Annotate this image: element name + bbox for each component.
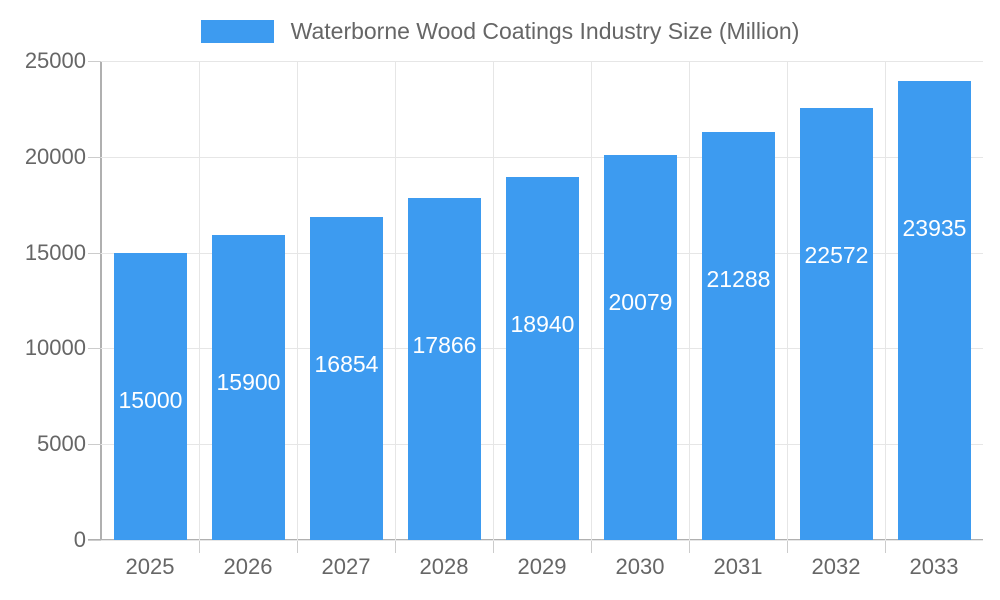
y-gridline bbox=[101, 156, 983, 158]
x-gridline bbox=[199, 61, 200, 540]
y-gridline bbox=[101, 61, 983, 62]
bar-value-label: 21288 bbox=[706, 266, 771, 293]
bar-value-label: 18940 bbox=[510, 311, 575, 338]
x-gridline bbox=[395, 61, 396, 540]
x-tick-label: 2026 bbox=[223, 554, 273, 579]
bar[interactable] bbox=[114, 252, 187, 540]
x-gridline bbox=[689, 61, 690, 540]
bar[interactable] bbox=[212, 235, 285, 540]
y-tick-mark bbox=[88, 348, 101, 350]
y-gridline bbox=[101, 540, 983, 541]
plot-area: 15000 15900 16854 17866 18940 20079 21288 22572… bbox=[101, 61, 983, 541]
y-tick-mark bbox=[88, 156, 101, 158]
x-tick-mark bbox=[199, 541, 200, 553]
x-gridline bbox=[787, 61, 788, 540]
bar-value-label: 16854 bbox=[314, 351, 379, 378]
x-gridline bbox=[297, 61, 298, 540]
x-tick-label: 2028 bbox=[419, 554, 469, 579]
y-tick-label: 0 bbox=[73, 527, 86, 552]
x-tick-mark bbox=[297, 541, 298, 553]
x-gridline bbox=[493, 61, 494, 540]
x-gridline bbox=[591, 61, 592, 540]
x-tick-mark bbox=[885, 541, 886, 553]
x-tick-label: 2032 bbox=[811, 554, 861, 579]
bar-value-label: 15900 bbox=[216, 369, 281, 396]
x-tick-mark bbox=[493, 541, 494, 553]
x-tick-label: 2033 bbox=[909, 554, 959, 579]
y-tick-label: 5000 bbox=[37, 431, 86, 457]
chart-legend: Waterborne Wood Coatings Industry Size (… bbox=[0, 8, 1000, 54]
bar[interactable] bbox=[800, 107, 873, 540]
bar-value-label: 17866 bbox=[412, 331, 477, 358]
y-axis-tick-labels: 0 5000 10000 15000 20000 25000 bbox=[0, 0, 86, 600]
x-tick-mark bbox=[689, 541, 690, 553]
y-tick-mark bbox=[88, 252, 101, 254]
y-tick-label: 15000 bbox=[24, 239, 86, 265]
x-tick-label: 2031 bbox=[713, 554, 763, 579]
bar[interactable] bbox=[898, 81, 971, 540]
y-tick-mark bbox=[88, 540, 101, 541]
x-tick-mark bbox=[787, 541, 788, 553]
legend-label: Waterborne Wood Coatings Industry Size (… bbox=[290, 17, 800, 44]
y-tick-mark bbox=[88, 61, 101, 62]
legend-swatch-icon bbox=[200, 19, 274, 43]
bar[interactable] bbox=[702, 132, 775, 540]
x-tick-label: 2025 bbox=[125, 554, 175, 579]
x-gridline bbox=[885, 61, 886, 540]
bar[interactable] bbox=[310, 217, 383, 540]
y-tick-label: 20000 bbox=[24, 143, 86, 169]
x-tick-mark bbox=[395, 541, 396, 553]
x-tick-label: 2030 bbox=[615, 554, 665, 579]
y-axis-line bbox=[100, 61, 102, 541]
bar-value-label: 23935 bbox=[902, 215, 967, 242]
x-tick-label: 2027 bbox=[321, 554, 371, 579]
bar[interactable] bbox=[506, 177, 579, 540]
x-tick-mark bbox=[591, 541, 592, 553]
y-tick-mark bbox=[88, 444, 101, 446]
y-tick-label: 10000 bbox=[24, 335, 86, 361]
y-tick-label: 25000 bbox=[24, 48, 86, 73]
bar[interactable] bbox=[604, 155, 677, 540]
x-tick-label: 2029 bbox=[517, 554, 567, 579]
bar-value-label: 22572 bbox=[804, 241, 869, 268]
bar-value-label: 20079 bbox=[608, 289, 673, 316]
bar[interactable] bbox=[408, 197, 481, 540]
bar-value-label: 15000 bbox=[118, 386, 183, 413]
